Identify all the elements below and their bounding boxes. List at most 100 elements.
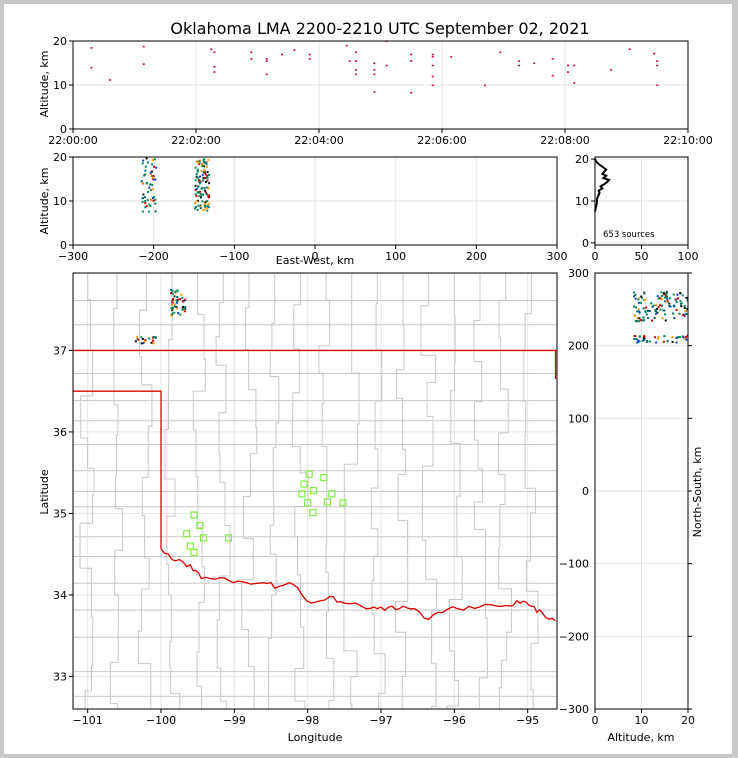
ew-source-point [150, 198, 153, 201]
time-source-point [142, 45, 145, 48]
map-x-tick-label: −101 [73, 714, 103, 727]
ew-source-point [201, 163, 204, 166]
county-boundary [215, 273, 231, 709]
ns-source-point [666, 340, 669, 343]
ns-source-point [671, 340, 674, 343]
ns-source-point [641, 339, 644, 342]
ew-source-point [154, 210, 157, 213]
map-source-point [174, 291, 177, 294]
time-source-point [656, 60, 659, 62]
ew-source-point [151, 175, 154, 178]
time-source-point [373, 91, 376, 93]
ns-source-point [644, 306, 647, 309]
ns-source-point [650, 302, 653, 305]
map-source-point [134, 340, 137, 343]
figure-canvas: 22:00:00 22:02:00 22:04:00 22:06:00 22:08:00… [4, 4, 732, 754]
ew-source-point [205, 192, 208, 195]
county-boundary [473, 273, 488, 709]
ew-source-point [144, 173, 147, 176]
county-boundary [498, 273, 512, 709]
ew-source-point [202, 171, 205, 174]
time-source-point [308, 53, 311, 56]
ns-source-point [661, 317, 664, 320]
altitude-histogram-line [594, 158, 611, 212]
ew-source-point [203, 208, 206, 211]
ew-x-tick-label: −300 [58, 250, 88, 263]
map-source-point [176, 301, 179, 304]
ew-source-point [202, 159, 205, 162]
lma-station-marker [186, 542, 194, 550]
ns-source-point [637, 320, 640, 323]
ew-source-point [142, 159, 145, 162]
ns-source-point [681, 294, 684, 297]
ew-panel-ylabel: Altitude, km [38, 167, 51, 234]
ew-source-point [196, 191, 199, 194]
map-source-point [184, 306, 187, 309]
county-boundary [241, 273, 258, 709]
ns-source-point [664, 319, 667, 322]
ew-source-point [203, 161, 206, 164]
ns-source-point [684, 336, 687, 339]
ew-source-point [144, 206, 147, 209]
map-source-point [144, 339, 147, 342]
ns-source-point [672, 312, 675, 315]
time-source-point [431, 64, 434, 67]
ns-source-point [640, 301, 643, 304]
map-source-point [184, 298, 187, 301]
ew-source-point [198, 190, 201, 193]
lma-station-marker [304, 499, 312, 507]
ew-source-point [207, 173, 210, 176]
ew-source-point [208, 202, 211, 205]
ns-source-point [654, 304, 657, 307]
map-source-point [173, 295, 176, 298]
ns-source-point [686, 308, 688, 311]
time-x-tick-label: 22:00:00 [48, 134, 97, 147]
ew-source-point [195, 187, 198, 190]
hist-y-tick-label: 10 [575, 195, 589, 208]
time-source-point [308, 58, 311, 60]
ns-source-point [686, 334, 688, 337]
time-source-point [281, 53, 284, 56]
time-source-point [90, 47, 93, 49]
lma-station-marker [224, 534, 233, 542]
ns-source-point [643, 338, 646, 341]
ew-source-point [199, 205, 202, 208]
ns-source-point [685, 338, 688, 341]
ew-source-point [196, 208, 199, 211]
map-source-point [173, 305, 176, 308]
ns-source-point [682, 336, 685, 339]
map-source-point [148, 337, 151, 340]
ns-source-point [633, 314, 636, 317]
ew-source-point [151, 163, 154, 166]
ns-source-point [652, 304, 655, 307]
ns-source-point [679, 336, 682, 339]
ew-source-point [206, 171, 209, 174]
hist-x-tick-label: 50 [635, 250, 649, 263]
ew-source-point [154, 198, 157, 201]
ew-source-point [198, 195, 201, 198]
ew-source-point [194, 166, 197, 169]
time-source-point [517, 64, 520, 67]
ns-source-point [663, 309, 666, 312]
ew-source-point [194, 205, 197, 208]
lma-station-marker [309, 508, 317, 517]
ns-source-point [664, 296, 667, 299]
ns-source-point [685, 312, 688, 315]
ew-source-point [199, 196, 202, 199]
ew-source-point [203, 189, 206, 192]
ns-source-point [634, 297, 637, 300]
lma-station-marker [320, 473, 328, 482]
lma-station-marker [298, 490, 306, 498]
ew-x-tick-label: −100 [219, 250, 249, 263]
ns-source-point [640, 295, 643, 298]
ew-source-point [203, 169, 206, 172]
time-source-point [499, 51, 502, 54]
ns-source-point [656, 311, 659, 314]
ns-source-point [645, 313, 648, 316]
map-source-point [170, 304, 173, 307]
ns-source-point [655, 341, 658, 344]
ns-source-point [646, 339, 649, 342]
map-x-tick-label: −100 [146, 714, 176, 727]
map-source-point [182, 300, 185, 303]
ns-source-point [674, 298, 677, 301]
